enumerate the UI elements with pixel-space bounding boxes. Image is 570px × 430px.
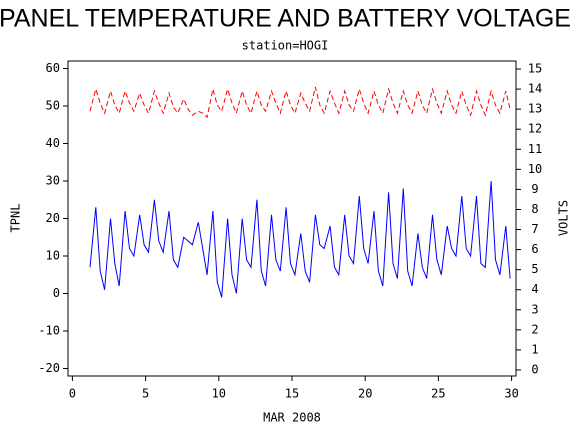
y-tick-label: 60 — [46, 61, 60, 75]
x-tick-label: 10 — [212, 387, 226, 401]
y2-tick-label: 10 — [528, 162, 542, 176]
y-tick-label: 30 — [46, 174, 60, 188]
x-tick-label: 5 — [142, 387, 149, 401]
y2-tick-label: 12 — [528, 122, 542, 136]
y2-tick-label: 1 — [531, 342, 538, 356]
data-line — [89, 86, 511, 119]
y-tick-label: 10 — [46, 249, 60, 263]
y-tick-label: 40 — [46, 136, 60, 150]
x-tick-label: 20 — [358, 387, 372, 401]
x-tick-label: 25 — [431, 387, 445, 401]
y2-tick-label: 3 — [531, 302, 538, 316]
y-tick-label: -20 — [38, 361, 60, 375]
y-tick-label: 0 — [53, 286, 60, 300]
x-tick-label: 15 — [285, 387, 299, 401]
y2-tick-label: 15 — [528, 62, 542, 76]
y2-tick-label: 9 — [531, 182, 538, 196]
x-tick-label: 30 — [504, 387, 518, 401]
chart-subtitle: station=HOGI — [242, 39, 329, 53]
data-line — [89, 180, 511, 298]
x-axis-label: MAR 2008 — [263, 411, 321, 425]
y-tick-label: 20 — [46, 211, 60, 225]
y2-tick-label: 4 — [531, 282, 538, 296]
y-tick-label: 50 — [46, 99, 60, 113]
y2-tick-label: 7 — [531, 222, 538, 236]
x-tick-label: 0 — [69, 387, 76, 401]
y2-tick-label: 8 — [531, 202, 538, 216]
y-tick-label: -10 — [38, 324, 60, 338]
y2-tick-label: 5 — [531, 262, 538, 276]
chart-title: PANEL TEMPERATURE AND BATTERY VOLTAGE — [0, 5, 570, 33]
y2-tick-label: 0 — [531, 362, 538, 376]
y2-tick-label: 14 — [528, 82, 542, 96]
y-axis-label: TPNL — [9, 204, 23, 233]
y2-tick-label: 2 — [531, 322, 538, 336]
y2-tick-label: 13 — [528, 102, 542, 116]
y2-tick-label: 6 — [531, 242, 538, 256]
y2-tick-label: 11 — [528, 142, 542, 156]
y2-axis-label: VOLTS — [557, 200, 570, 236]
